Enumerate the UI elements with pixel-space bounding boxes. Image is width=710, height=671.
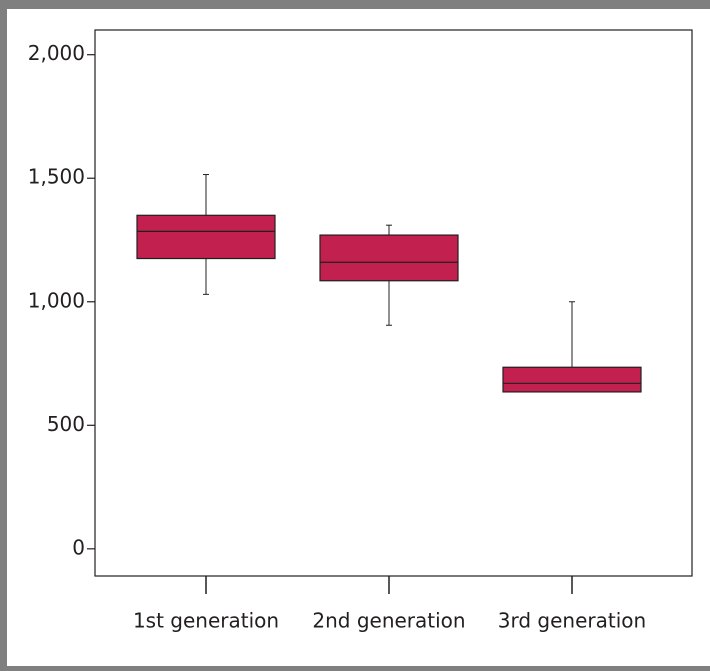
panel xyxy=(7,9,710,666)
box xyxy=(136,214,276,260)
box xyxy=(502,366,642,393)
y-tick-label: 2,000 xyxy=(28,41,85,65)
y-tick-label: 1,000 xyxy=(28,288,85,312)
box xyxy=(319,234,459,282)
y-tick-label: 0 xyxy=(72,535,85,559)
plot-frame xyxy=(94,29,693,577)
x-tick-label: 2nd generation xyxy=(312,609,465,633)
x-tick-label: 1st generation xyxy=(133,609,279,633)
y-tick-label: 1,500 xyxy=(28,165,85,189)
x-tick-label: 3rd generation xyxy=(498,609,646,633)
y-tick-label: 500 xyxy=(47,412,85,436)
